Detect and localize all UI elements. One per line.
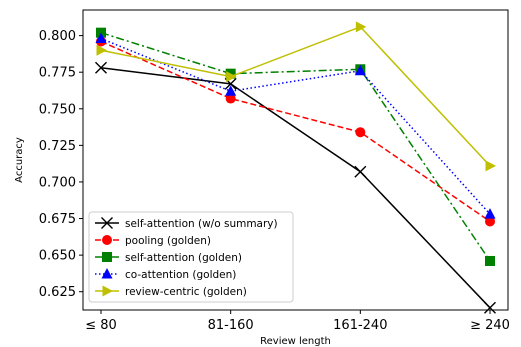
data-point	[485, 216, 495, 227]
y-axis: 0.625 0.650 0.675 0.700 0.725 0.750 0.775 0.800	[39, 29, 83, 300]
legend-marker	[101, 217, 113, 229]
series-line	[100, 67, 491, 309]
y-tick-label: 0.725	[39, 139, 76, 154]
legend-marker	[102, 235, 112, 245]
y-tick-label: 0.650	[39, 249, 76, 264]
series-3	[95, 32, 496, 219]
legend-label: pooling (golden)	[125, 235, 211, 247]
x-tick-label: ≤ 80	[85, 318, 117, 333]
axes-frame	[82, 9, 509, 311]
y-tick-label: 0.675	[39, 212, 76, 227]
data-point	[354, 165, 367, 178]
legend-label: self-attention (golden)	[125, 252, 242, 264]
data-point	[484, 208, 496, 219]
legend-item: review-centric (golden)	[95, 285, 247, 298]
y-tick-label: 0.625	[39, 285, 76, 300]
x-axis-label: Review length	[260, 336, 331, 347]
series-1	[96, 36, 495, 227]
data-point	[96, 44, 107, 56]
data-point	[95, 61, 107, 74]
legend: self-attention (w/o summary) pooling (gol…	[88, 211, 294, 303]
legend-item: self-attention (w/o summary)	[95, 217, 278, 230]
data-point	[355, 127, 366, 138]
y-tick-label: 0.750	[39, 102, 76, 117]
legend-item: pooling (golden)	[95, 235, 211, 247]
data-point	[226, 71, 237, 83]
y-tick-label: 0.775	[39, 66, 76, 81]
y-tick-label: 0.800	[39, 29, 76, 44]
data-point	[225, 93, 236, 104]
data-point	[225, 85, 237, 96]
data-point	[95, 32, 107, 44]
legend-box	[88, 211, 294, 303]
data-point	[485, 255, 495, 266]
series-line	[100, 31, 491, 262]
y-tick-label: 0.700	[39, 175, 76, 190]
series-line	[100, 40, 491, 223]
legend-marker	[102, 252, 112, 262]
legend-marker	[102, 285, 113, 297]
series-0	[95, 61, 496, 314]
legend-marker	[101, 268, 113, 279]
series-line	[100, 37, 491, 215]
legend-item: co-attention (golden)	[95, 268, 236, 281]
series-line	[100, 25, 491, 167]
data-point	[485, 160, 496, 172]
data-point	[355, 21, 367, 33]
y-axis-label: Accuracy	[14, 137, 25, 183]
legend-item: self-attention (golden)	[95, 252, 242, 264]
x-axis: ≤ 80 81-160 161-240 ≥ 240	[85, 310, 510, 333]
x-tick-label: 81-160	[208, 318, 254, 333]
data-point	[354, 64, 366, 76]
legend-label: self-attention (w/o summary)	[125, 218, 278, 230]
x-tick-label: ≥ 240	[470, 318, 510, 333]
plot-area	[95, 21, 496, 314]
x-tick-label: 161-240	[333, 318, 387, 333]
legend-label: review-centric (golden)	[125, 286, 247, 298]
data-point	[484, 301, 496, 314]
legend-label: co-attention (golden)	[125, 269, 236, 281]
series-4	[96, 21, 496, 172]
